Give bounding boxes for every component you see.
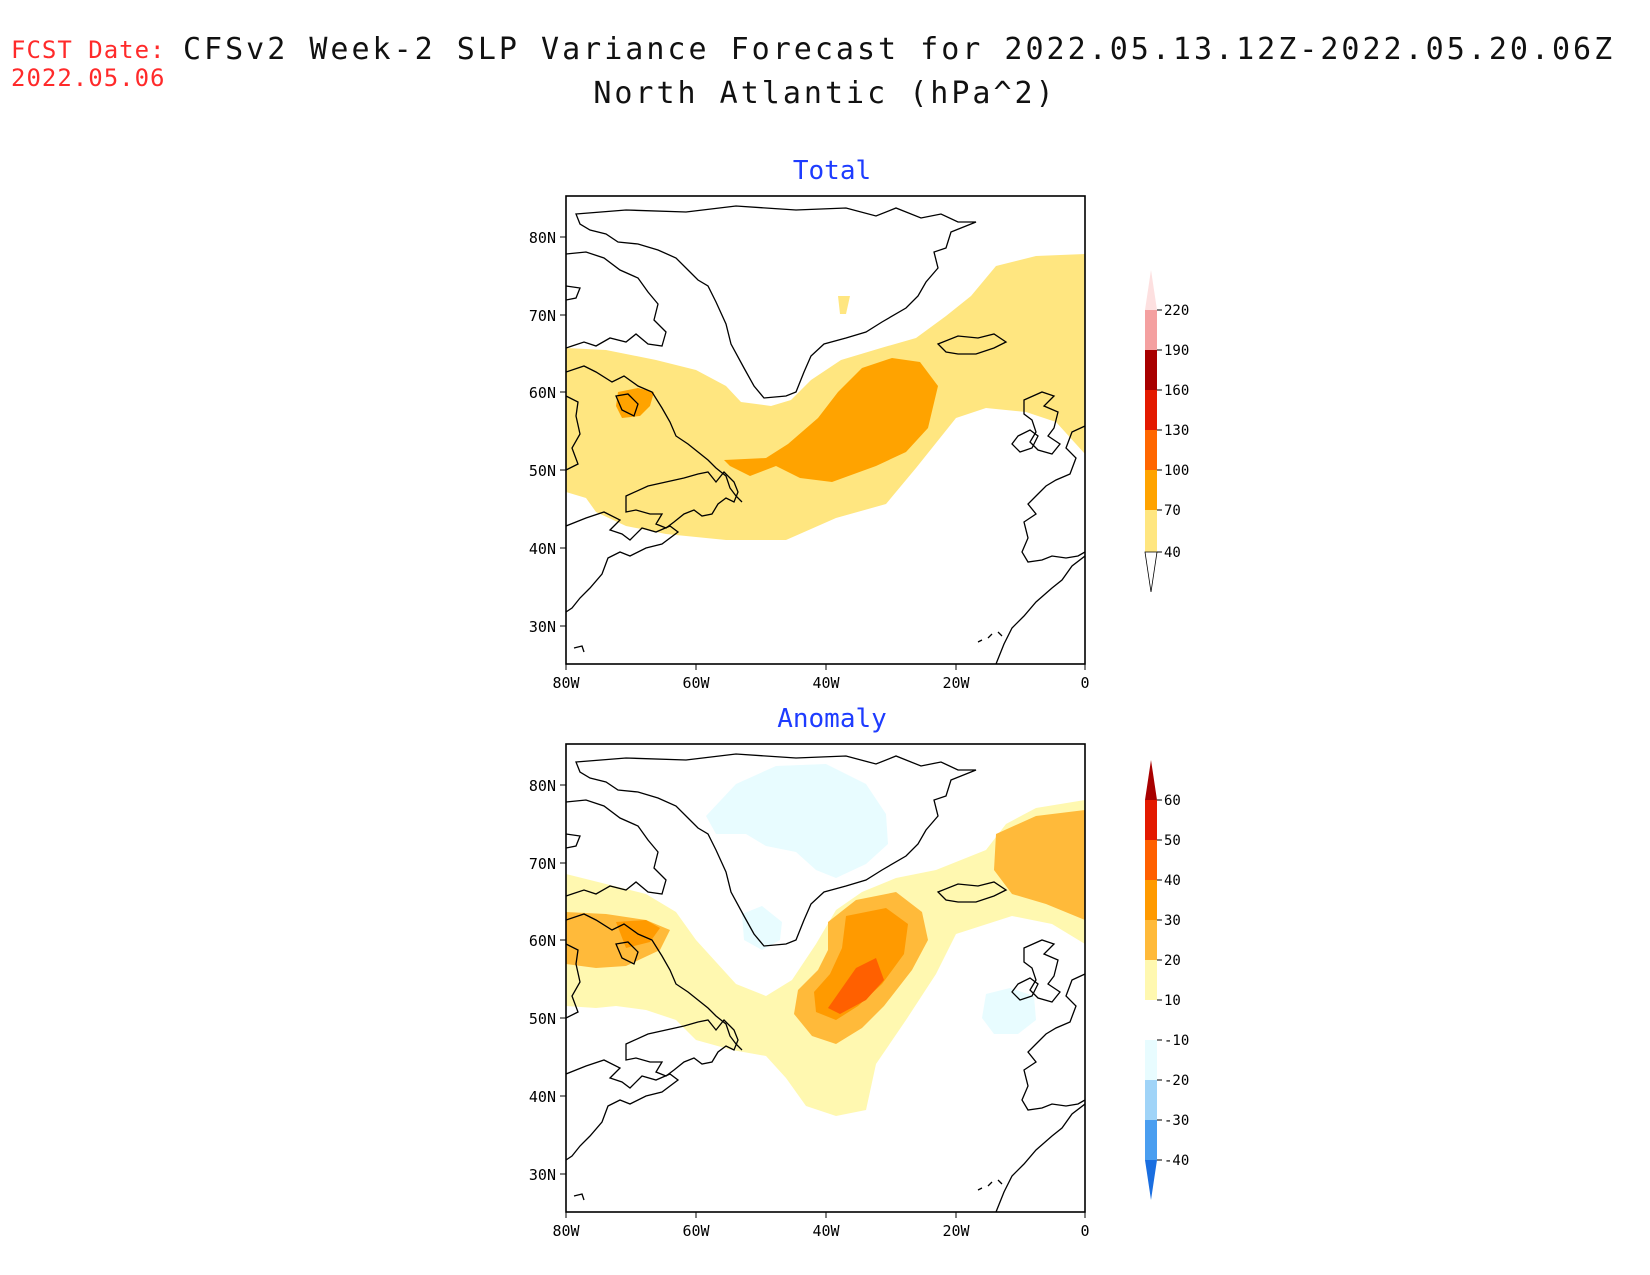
total-shade-70-100 [724, 358, 938, 482]
lat-label: 70N [529, 307, 556, 325]
lat-label: 80N [529, 229, 556, 247]
lon-label: 20W [942, 1222, 970, 1240]
lat-label: 40N [529, 1088, 556, 1106]
main-subtitle: North Atlantic (hPa^2) [593, 76, 1057, 111]
colorbar-label: -10 [1164, 1033, 1189, 1049]
lat-label: 30N [529, 1166, 556, 1184]
lat-label: 70N [529, 855, 556, 873]
colorbar-label: 160 [1164, 383, 1189, 399]
anomaly-lon-axis: 80W 60W 40W 20W 0 [552, 1212, 1090, 1240]
colorbar-label: 10 [1164, 993, 1181, 1009]
colorbar-label: 20 [1164, 953, 1181, 969]
lon-label: 40W [812, 1222, 840, 1240]
lon-label: 0 [1080, 1222, 1089, 1240]
lon-label: 60W [682, 1222, 710, 1240]
forecast-date-value: 2022.05.06 [11, 64, 166, 92]
lat-label: 50N [529, 1010, 556, 1028]
lon-label: 0 [1080, 674, 1089, 692]
total-map-field [566, 196, 1085, 664]
colorbar-label: 40 [1164, 545, 1181, 561]
lon-label: 80W [552, 674, 580, 692]
total-shade-70-100-west [616, 388, 654, 418]
colorbar-label: 50 [1164, 833, 1181, 849]
lat-label: 40N [529, 540, 556, 558]
anomaly-map-field [566, 744, 1085, 1212]
main-title: CFSv2 Week-2 SLP Variance Forecast for 2… [183, 32, 1616, 67]
total-shade-70-100-small [838, 296, 850, 314]
anomaly-colorbar: 60 50 40 30 20 10 -10 -20 -30 -40 [1145, 760, 1189, 1200]
colorbar-label: 30 [1164, 913, 1181, 929]
colorbar-label: 70 [1164, 503, 1181, 519]
lat-label: 50N [529, 462, 556, 480]
anom-shade-30-40-center [814, 908, 908, 1020]
anomaly-panel: Anomaly 80N [529, 704, 1189, 1240]
colorbar-label: -30 [1164, 1113, 1189, 1129]
lat-label: 60N [529, 932, 556, 950]
forecast-date-label: FCST Date: [11, 36, 166, 64]
colorbar-label: 60 [1164, 793, 1181, 809]
colorbar-label: 220 [1164, 303, 1189, 319]
total-colorbar: 220 190 160 130 100 70 40 [1144, 270, 1189, 593]
lon-label: 80W [552, 1222, 580, 1240]
panel-title-anomaly: Anomaly [777, 704, 887, 734]
colorbar-label: 130 [1164, 423, 1189, 439]
anom-shade-20-30-east [994, 810, 1085, 920]
colorbar-label: 190 [1164, 343, 1189, 359]
lon-label: 60W [682, 674, 710, 692]
colorbar-label: -20 [1164, 1073, 1189, 1089]
lat-label: 80N [529, 777, 556, 795]
total-panel: Total 80N 70N 60N 50N 40N 30N 80W 60W 40… [529, 156, 1189, 692]
panel-title-total: Total [793, 156, 871, 186]
lat-label: 30N [529, 618, 556, 636]
lat-label: 60N [529, 384, 556, 402]
anom-shade-40-50 [828, 958, 884, 1014]
colorbar-label: 100 [1164, 463, 1189, 479]
colorbar-label: -40 [1164, 1153, 1189, 1169]
total-lat-axis: 80N 70N 60N 50N 40N 30N [529, 229, 566, 636]
colorbar-label: 40 [1164, 873, 1181, 889]
total-lon-axis: 80W 60W 40W 20W 0 [552, 664, 1090, 692]
anomaly-lat-axis: 80N 70N 60N 50N 40N 30N [529, 777, 566, 1184]
lon-label: 20W [942, 674, 970, 692]
anom-shade-neg-greenland [706, 764, 888, 878]
anom-shade-neg-small [742, 906, 782, 950]
forecast-date-block: FCST Date: 2022.05.06 [11, 36, 166, 92]
lon-label: 40W [812, 674, 840, 692]
